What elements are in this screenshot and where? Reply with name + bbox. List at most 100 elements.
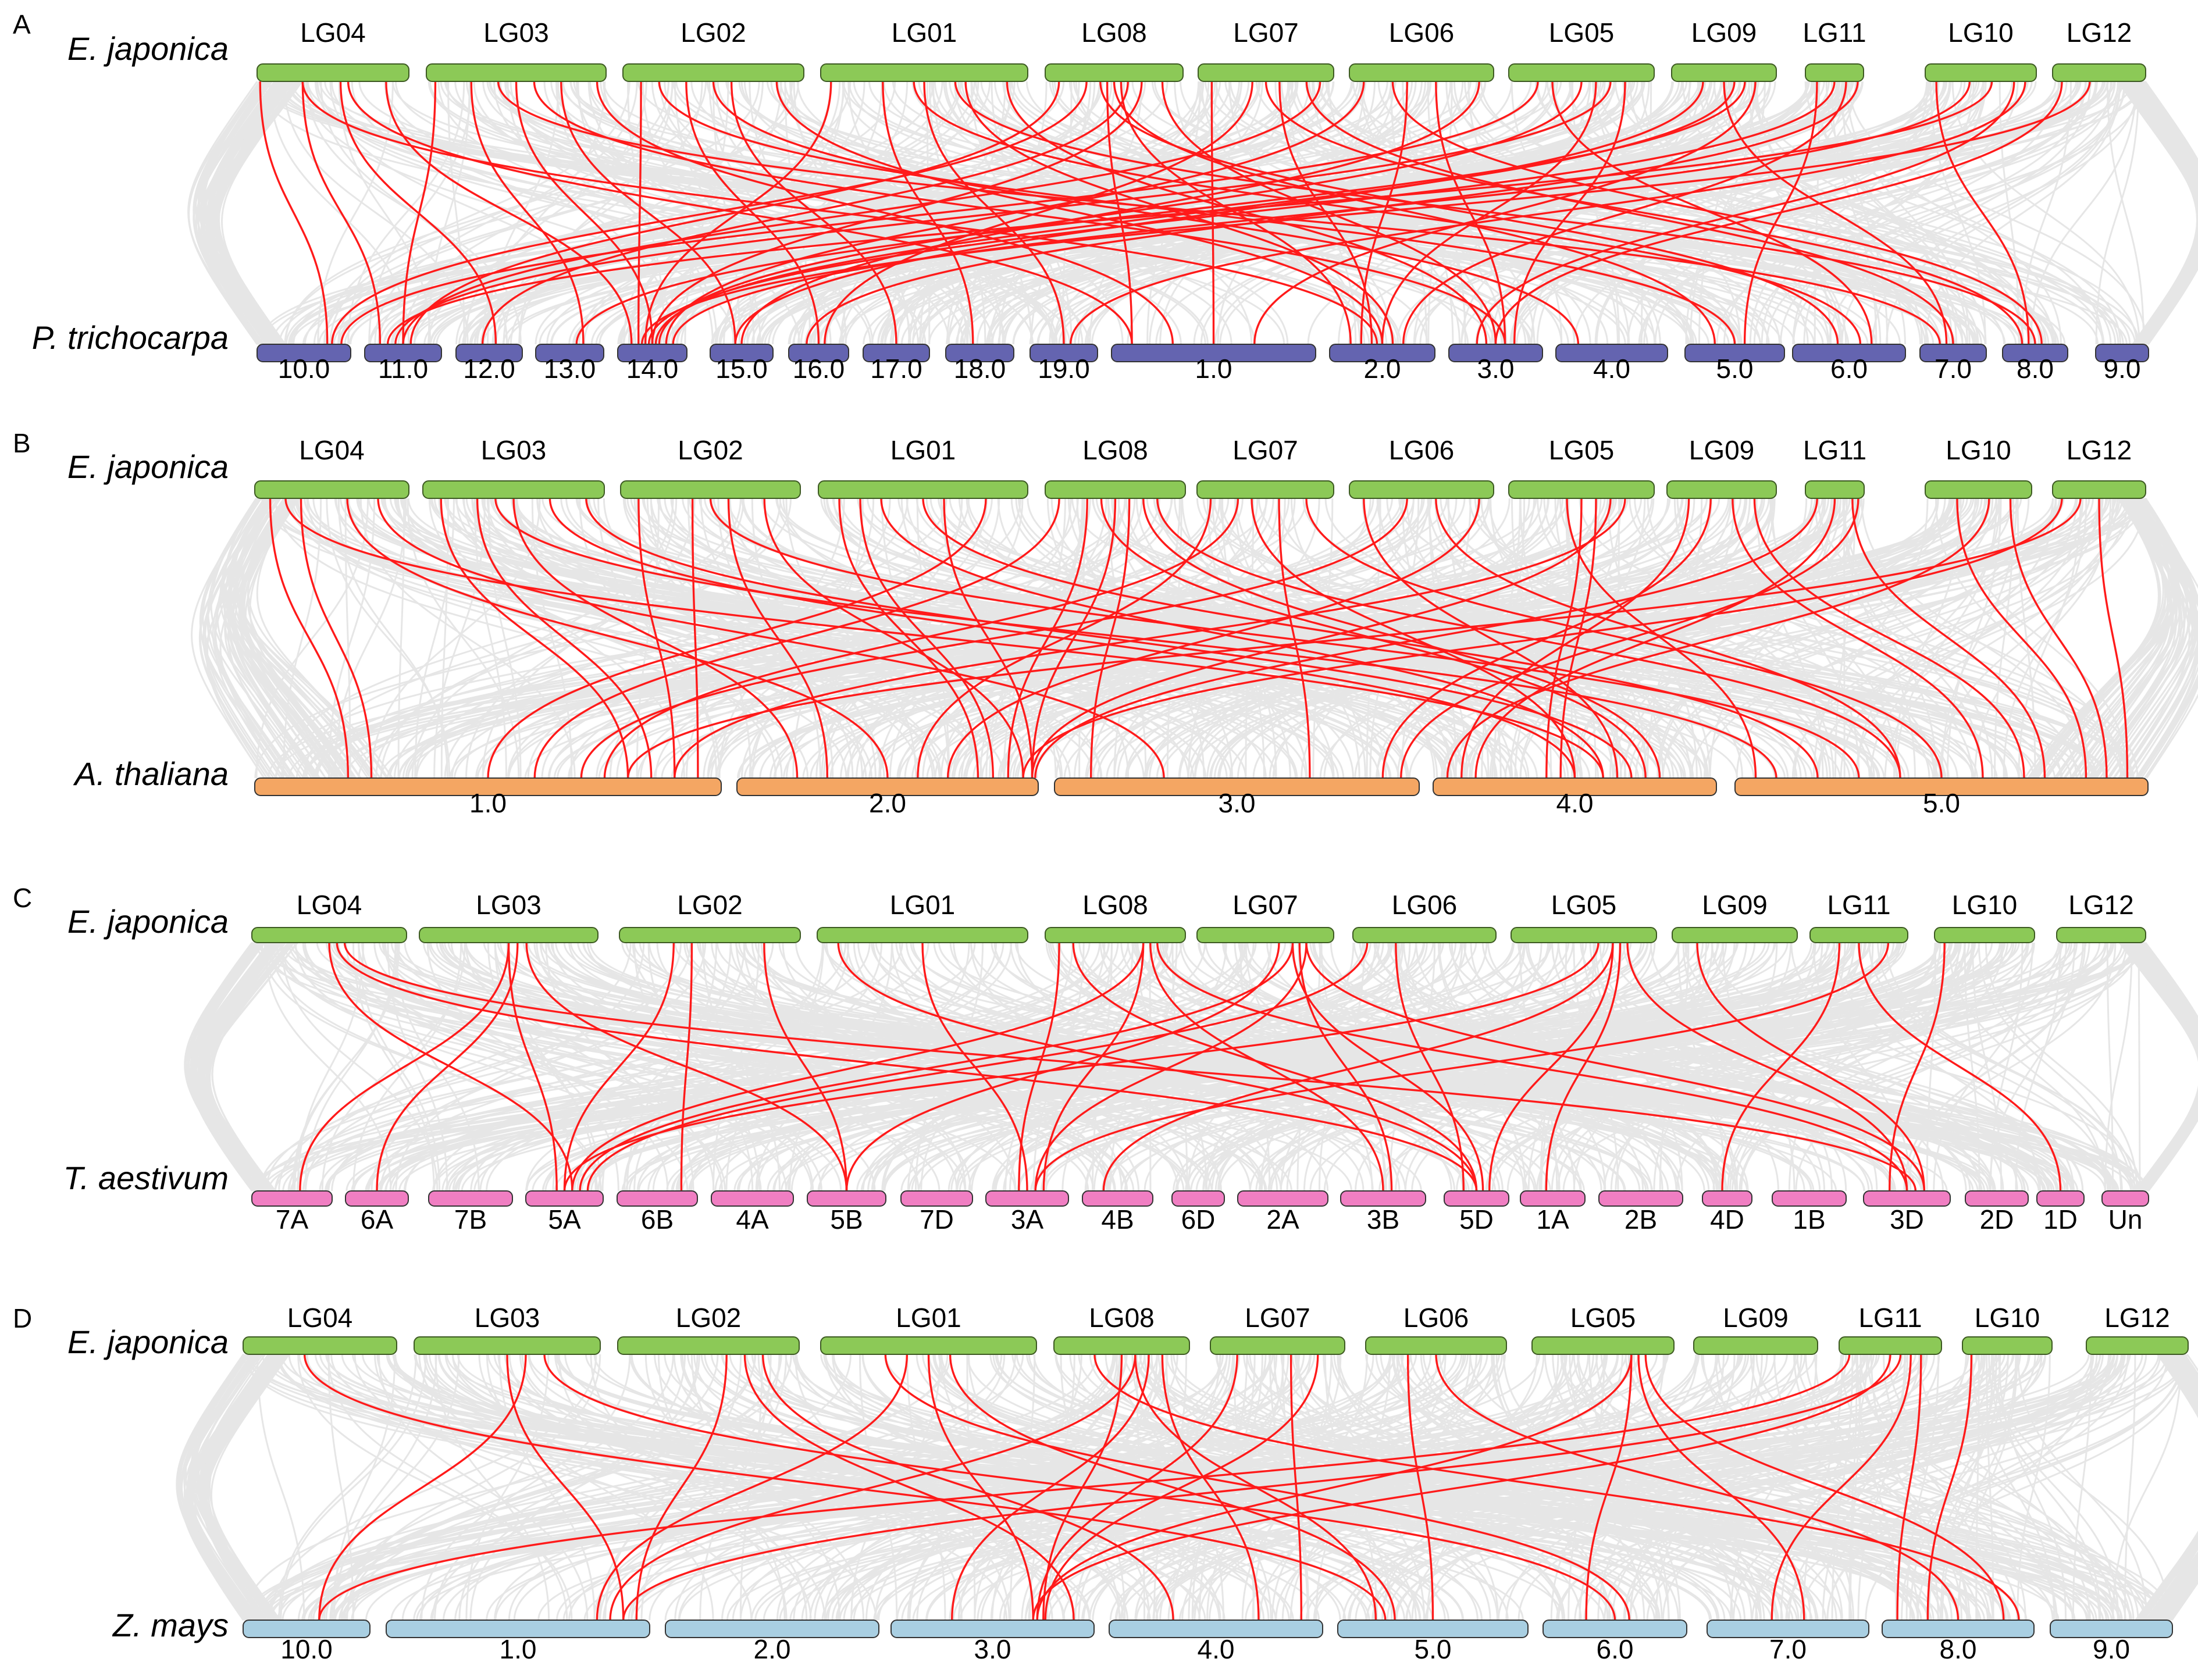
chromosome-bar-lg08[interactable] (1053, 1336, 1190, 1355)
chromosome-bar-lg11[interactable] (1805, 63, 1864, 82)
chromosome-bar-8-0[interactable] (1882, 1620, 2035, 1638)
chromosome-bar-4-0[interactable] (1109, 1620, 1323, 1638)
chromosome-bar-6-0[interactable] (1542, 1620, 1687, 1638)
chromosome-bar-lg02[interactable] (622, 63, 804, 82)
chromosome-bar-3-0[interactable] (1054, 777, 1420, 796)
chromosome-bar-5-0[interactable] (1684, 344, 1785, 362)
chromosome-bar-lg01[interactable] (820, 1336, 1037, 1355)
chromosome-bar-2b[interactable] (1598, 1190, 1683, 1207)
chromosome-bar-2-0[interactable] (665, 1620, 879, 1638)
chromosome-bar-10-0[interactable] (257, 344, 351, 362)
chromosome-bar-lg12[interactable] (2052, 63, 2146, 82)
chromosome-bar-lg03[interactable] (422, 480, 605, 499)
chromosome-bar-lg08[interactable] (1045, 63, 1184, 82)
chromosome-bar-lg07[interactable] (1196, 480, 1334, 499)
chromosome-bar-lg01[interactable] (818, 480, 1028, 499)
chromosome-bar-14-0[interactable] (617, 344, 687, 362)
chromosome-bar-4-0[interactable] (1555, 344, 1668, 362)
chromosome-bar-7-0[interactable] (1707, 1620, 1869, 1638)
chromosome-bar-lg09[interactable] (1693, 1336, 1818, 1355)
chromosome-bar-lg07[interactable] (1196, 927, 1334, 943)
chromosome-bar-15-0[interactable] (710, 344, 774, 362)
chromosome-bar-3b[interactable] (1340, 1190, 1426, 1207)
chromosome-bar-lg05[interactable] (1508, 63, 1655, 82)
chromosome-bar-lg03[interactable] (419, 927, 599, 943)
chromosome-bar-3-0[interactable] (890, 1620, 1095, 1638)
chromosome-bar-lg01[interactable] (820, 63, 1028, 82)
chromosome-bar-lg06[interactable] (1349, 480, 1494, 499)
chromosome-bar-lg10[interactable] (1934, 927, 2035, 943)
chromosome-bar-1d[interactable] (2036, 1190, 2085, 1207)
chromosome-bar-17-0[interactable] (863, 344, 930, 362)
chromosome-bar-12-0[interactable] (455, 344, 523, 362)
chromosome-bar-5a[interactable] (525, 1190, 604, 1207)
chromosome-bar-4d[interactable] (1702, 1190, 1752, 1207)
chromosome-bar-lg02[interactable] (617, 1336, 800, 1355)
chromosome-bar-7-0[interactable] (1919, 344, 1987, 362)
chromosome-bar-4a[interactable] (711, 1190, 794, 1207)
chromosome-bar-lg09[interactable] (1671, 63, 1777, 82)
chromosome-bar-2a[interactable] (1237, 1190, 1328, 1207)
chromosome-bar-2-0[interactable] (1329, 344, 1435, 362)
chromosome-bar-3a[interactable] (985, 1190, 1069, 1207)
chromosome-bar-7b[interactable] (428, 1190, 513, 1207)
chromosome-bar-lg05[interactable] (1531, 1336, 1675, 1355)
chromosome-bar-5-0[interactable] (1734, 777, 2149, 796)
chromosome-bar-2d[interactable] (1965, 1190, 2029, 1207)
chromosome-bar-lg04[interactable] (243, 1336, 397, 1355)
chromosome-bar-16-0[interactable] (788, 344, 849, 362)
chromosome-bar-4b[interactable] (1082, 1190, 1153, 1207)
chromosome-bar-7a[interactable] (251, 1190, 333, 1207)
chromosome-bar-lg06[interactable] (1349, 63, 1494, 82)
chromosome-bar-lg11[interactable] (1839, 1336, 1942, 1355)
chromosome-bar-6-0[interactable] (1792, 344, 1906, 362)
chromosome-bar-lg08[interactable] (1045, 480, 1186, 499)
chromosome-bar-lg07[interactable] (1198, 63, 1334, 82)
chromosome-bar-1-0[interactable] (386, 1620, 650, 1638)
chromosome-bar-lg12[interactable] (2086, 1336, 2189, 1355)
chromosome-bar-lg04[interactable] (254, 480, 409, 499)
chromosome-bar-13-0[interactable] (535, 344, 604, 362)
chromosome-bar-7d[interactable] (900, 1190, 973, 1207)
chromosome-bar-8-0[interactable] (2002, 344, 2068, 362)
chromosome-bar-lg12[interactable] (2056, 927, 2146, 943)
chromosome-bar-lg04[interactable] (257, 63, 409, 82)
chromosome-bar-lg11[interactable] (1809, 927, 1908, 943)
chromosome-bar-lg10[interactable] (1925, 63, 2037, 82)
chromosome-bar-lg09[interactable] (1672, 927, 1798, 943)
chromosome-bar-19-0[interactable] (1029, 344, 1098, 362)
chromosome-bar-lg06[interactable] (1352, 927, 1497, 943)
chromosome-bar-4-0[interactable] (1433, 777, 1717, 796)
chromosome-bar-lg09[interactable] (1666, 480, 1777, 499)
chromosome-bar-lg03[interactable] (426, 63, 607, 82)
chromosome-bar-un[interactable] (2101, 1190, 2149, 1207)
chromosome-bar-6d[interactable] (1171, 1190, 1225, 1207)
chromosome-bar-lg02[interactable] (620, 480, 801, 499)
chromosome-bar-1-0[interactable] (254, 777, 722, 796)
chromosome-bar-9-0[interactable] (2095, 344, 2149, 362)
chromosome-bar-18-0[interactable] (945, 344, 1014, 362)
chromosome-bar-1-0[interactable] (1111, 344, 1316, 362)
chromosome-bar-lg04[interactable] (251, 927, 407, 943)
chromosome-bar-1a[interactable] (1520, 1190, 1586, 1207)
chromosome-bar-lg07[interactable] (1210, 1336, 1345, 1355)
chromosome-bar-2-0[interactable] (736, 777, 1039, 796)
chromosome-bar-11-0[interactable] (364, 344, 442, 362)
chromosome-bar-5d[interactable] (1444, 1190, 1509, 1207)
chromosome-bar-lg06[interactable] (1365, 1336, 1507, 1355)
chromosome-bar-lg08[interactable] (1045, 927, 1186, 943)
chromosome-bar-1b[interactable] (1772, 1190, 1847, 1207)
chromosome-bar-lg12[interactable] (2052, 480, 2146, 499)
chromosome-bar-lg02[interactable] (619, 927, 801, 943)
chromosome-bar-5b[interactable] (807, 1190, 886, 1207)
chromosome-bar-3d[interactable] (1863, 1190, 1951, 1207)
chromosome-bar-lg01[interactable] (817, 927, 1028, 943)
chromosome-bar-lg10[interactable] (1962, 1336, 2053, 1355)
chromosome-bar-lg05[interactable] (1508, 480, 1655, 499)
chromosome-bar-lg03[interactable] (414, 1336, 601, 1355)
chromosome-bar-5-0[interactable] (1337, 1620, 1529, 1638)
chromosome-bar-lg05[interactable] (1511, 927, 1657, 943)
chromosome-bar-lg11[interactable] (1805, 480, 1865, 499)
chromosome-bar-3-0[interactable] (1448, 344, 1543, 362)
chromosome-bar-10-0[interactable] (243, 1620, 371, 1638)
